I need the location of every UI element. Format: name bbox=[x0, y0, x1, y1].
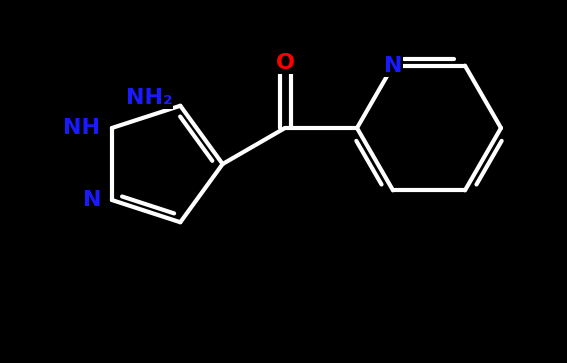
Text: N: N bbox=[83, 190, 102, 210]
Text: N: N bbox=[384, 56, 402, 76]
Text: NH₂: NH₂ bbox=[125, 88, 172, 108]
Text: NH: NH bbox=[63, 118, 100, 138]
Text: O: O bbox=[276, 53, 294, 73]
